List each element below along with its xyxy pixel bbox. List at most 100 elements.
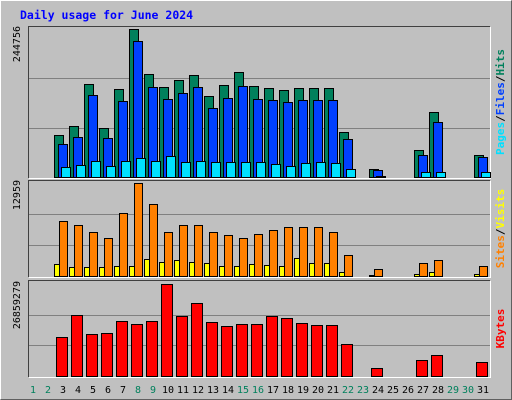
panel-frame-dark <box>28 26 491 179</box>
bar <box>56 337 68 377</box>
bar <box>371 368 383 377</box>
panel-frame-light <box>28 280 491 378</box>
bar <box>421 172 431 178</box>
bar <box>161 284 173 377</box>
bar <box>164 232 173 277</box>
legend: Pages/Files/Hits <box>494 49 507 155</box>
legend-separator: / <box>494 75 507 82</box>
bar <box>211 162 221 178</box>
x-tick-label: 31 <box>477 385 489 396</box>
bar <box>416 360 428 377</box>
bar <box>481 172 491 178</box>
bar <box>296 323 308 377</box>
x-tick-label: 12 <box>192 385 204 396</box>
bar <box>116 321 128 377</box>
x-tick-label: 16 <box>252 385 264 396</box>
bar <box>254 234 263 277</box>
bar <box>121 161 131 178</box>
x-tick-label: 8 <box>135 385 141 396</box>
x-tick-label: 2 <box>45 385 51 396</box>
bar <box>239 238 248 277</box>
bar <box>316 162 326 178</box>
x-tick-label: 3 <box>60 385 66 396</box>
x-tick-label: 24 <box>372 385 384 396</box>
x-tick-label: 19 <box>297 385 309 396</box>
legend-entry: Visits <box>494 189 507 229</box>
bar <box>314 227 323 277</box>
x-tick-label: 30 <box>462 385 474 396</box>
bar <box>479 266 488 277</box>
bar <box>266 316 278 377</box>
bar <box>433 122 443 178</box>
x-tick-label: 4 <box>75 385 81 396</box>
bar <box>221 326 233 377</box>
x-tick-label: 27 <box>417 385 429 396</box>
x-tick-label: 28 <box>432 385 444 396</box>
legend-separator: / <box>494 115 507 122</box>
legend-entry: Files <box>494 82 507 115</box>
bar <box>104 238 113 277</box>
y-tick-label: 12959 <box>12 180 23 210</box>
legend-entry: KBytes <box>494 309 507 349</box>
bar <box>166 156 176 178</box>
panel-frame-light <box>28 180 491 278</box>
bar <box>419 263 428 277</box>
bar <box>299 227 308 277</box>
bar <box>61 167 71 178</box>
bar <box>286 166 296 178</box>
bar <box>256 162 266 178</box>
bar <box>76 165 86 178</box>
bar <box>226 162 236 178</box>
bar <box>311 325 323 377</box>
x-tick-label: 23 <box>357 385 369 396</box>
bar <box>431 355 443 377</box>
bar <box>119 213 128 277</box>
bar <box>241 162 251 178</box>
bar <box>131 324 143 377</box>
x-tick-label: 22 <box>342 385 354 396</box>
bar <box>149 204 158 277</box>
x-tick-label: 10 <box>162 385 174 396</box>
x-tick-label: 18 <box>282 385 294 396</box>
bar <box>251 324 263 377</box>
x-tick-label: 29 <box>447 385 459 396</box>
x-tick-label: 15 <box>237 385 249 396</box>
bar <box>206 322 218 377</box>
bar <box>86 334 98 377</box>
bar <box>146 321 158 377</box>
bar <box>344 255 353 277</box>
x-tick-label: 9 <box>150 385 156 396</box>
bar <box>194 225 203 277</box>
x-tick-label: 7 <box>120 385 126 396</box>
bar <box>136 158 146 178</box>
bar <box>301 163 311 178</box>
legend-separator: / <box>494 228 507 235</box>
bar <box>101 333 113 377</box>
bar <box>329 232 338 277</box>
bar <box>341 344 353 377</box>
legend-entry: Pages <box>494 122 507 155</box>
legend-entry: Hits <box>494 49 507 76</box>
bar <box>59 221 68 277</box>
x-tick-label: 26 <box>402 385 414 396</box>
bar <box>436 172 446 178</box>
bar <box>281 318 293 377</box>
x-tick-label: 5 <box>90 385 96 396</box>
panel-frame-dark <box>28 280 491 378</box>
chart-title: Daily usage for June 2024 <box>20 8 193 22</box>
bar <box>346 169 356 178</box>
x-tick-label: 1 <box>30 385 36 396</box>
bar <box>89 232 98 277</box>
bar <box>196 161 206 178</box>
bar <box>476 362 488 377</box>
x-tick-label: 13 <box>207 385 219 396</box>
bar <box>209 232 218 277</box>
bar <box>176 316 188 377</box>
bar <box>106 166 116 178</box>
legend: KBytes <box>494 309 507 349</box>
panel-frame-light <box>28 26 491 179</box>
bar <box>74 225 83 277</box>
bar <box>91 161 101 178</box>
